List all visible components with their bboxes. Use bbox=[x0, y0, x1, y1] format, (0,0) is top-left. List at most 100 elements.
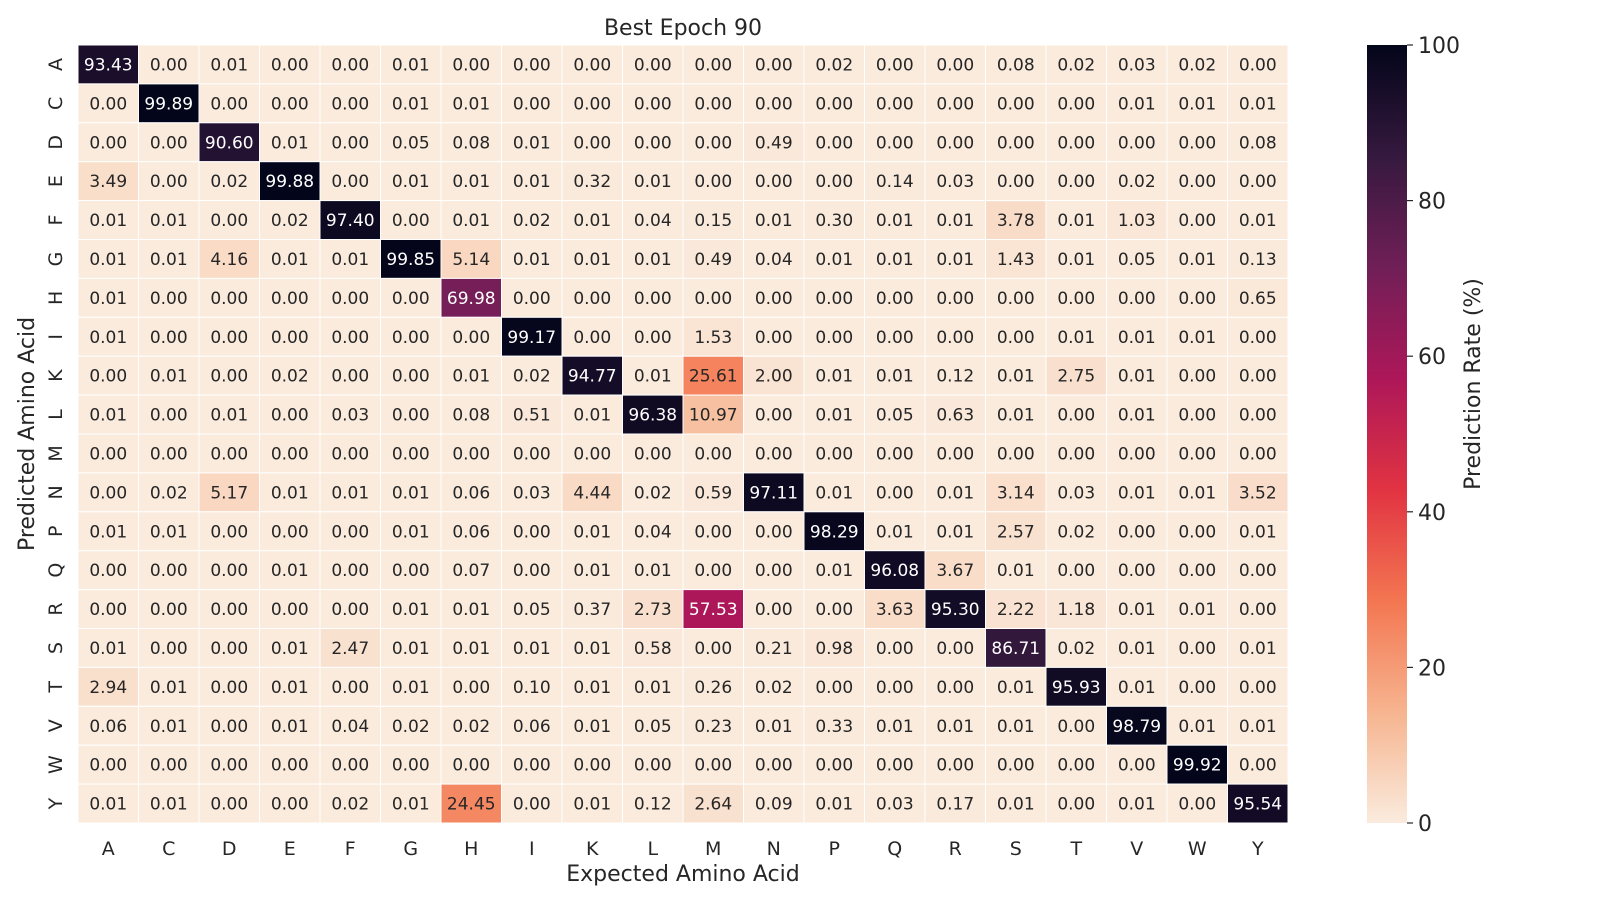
heatmap-cell bbox=[985, 316, 1047, 357]
heatmap-cell bbox=[319, 589, 381, 629]
cell-value-label: 0.00 bbox=[210, 678, 248, 698]
cell-value-label: 10.97 bbox=[689, 406, 738, 426]
heatmap-cell bbox=[743, 705, 805, 746]
cell-value-label: 0.01 bbox=[1239, 639, 1277, 659]
heatmap-cell bbox=[622, 161, 684, 202]
heatmap-cell bbox=[864, 44, 926, 85]
cell-value-label: 0.01 bbox=[573, 406, 611, 426]
cell-value-label: 98.29 bbox=[810, 522, 859, 542]
heatmap-cell bbox=[380, 316, 442, 357]
cell-value-label: 3.63 bbox=[876, 600, 914, 620]
heatmap-cell bbox=[924, 666, 986, 707]
heatmap-cell bbox=[1227, 239, 1289, 279]
cell-value-label: 0.01 bbox=[876, 367, 914, 387]
heatmap-cells: 93.43 0.00 0.01 0.00 0.00 0.01 0.00 0.00 0.00 0.0… bbox=[77, 44, 1289, 824]
heatmap-cell bbox=[864, 277, 926, 318]
cell-value-label: 0.00 bbox=[513, 94, 551, 114]
cell-value-label: 0.01 bbox=[392, 522, 430, 542]
cell-value-label: 0.00 bbox=[573, 756, 611, 776]
cell-value-label: 0.01 bbox=[452, 367, 490, 387]
colorbar-label: Prediction Rate (%) bbox=[1461, 278, 1486, 490]
heatmap-cell bbox=[803, 161, 865, 202]
cell-value-label: 0.01 bbox=[634, 561, 672, 581]
cell-value-label: 0.01 bbox=[815, 367, 853, 387]
cell-value-label: 0.00 bbox=[271, 522, 309, 542]
cell-value-label: 0.00 bbox=[1178, 795, 1216, 815]
cell-value-label: 0.01 bbox=[150, 717, 188, 737]
heatmap-cell bbox=[501, 589, 563, 629]
cell-value-label: 0.00 bbox=[876, 483, 914, 503]
cell-value-label: 0.00 bbox=[755, 55, 793, 75]
cell-value-label: 0.03 bbox=[331, 406, 369, 426]
cell-value-label: 0.01 bbox=[89, 406, 127, 426]
cell-value-label: 0.00 bbox=[1178, 406, 1216, 426]
cell-value-label: 0.01 bbox=[876, 211, 914, 231]
cell-value-label: 0.02 bbox=[452, 717, 490, 737]
heatmap-cell bbox=[501, 161, 563, 202]
cell-value-label: 0.00 bbox=[634, 444, 672, 464]
heatmap-cell bbox=[743, 472, 805, 513]
cell-value-label: 0.00 bbox=[1239, 756, 1277, 776]
cell-value-label: 0.00 bbox=[755, 561, 793, 581]
cell-value-label: 95.30 bbox=[931, 600, 980, 620]
cell-value-label: 0.00 bbox=[513, 289, 551, 309]
heatmap-cell bbox=[864, 161, 926, 202]
cell-value-label: 2.75 bbox=[1057, 367, 1095, 387]
cell-value-label: 69.98 bbox=[447, 289, 496, 309]
heatmap-cell bbox=[1166, 83, 1228, 124]
cell-value-label: 0.01 bbox=[150, 211, 188, 231]
cell-value-label: 0.00 bbox=[210, 717, 248, 737]
heatmap-cell bbox=[501, 433, 563, 474]
cell-value-label: 0.00 bbox=[271, 756, 309, 776]
heatmap-cell bbox=[561, 83, 623, 124]
cell-value-label: 0.00 bbox=[271, 600, 309, 620]
cell-value-label: 0.02 bbox=[1178, 55, 1216, 75]
cell-value-label: 0.03 bbox=[1057, 483, 1095, 503]
heatmap-cell bbox=[440, 394, 502, 435]
heatmap-cell bbox=[440, 239, 502, 279]
heatmap-cell bbox=[319, 122, 381, 163]
heatmap-cell bbox=[380, 433, 442, 474]
heatmap-cell bbox=[198, 122, 260, 163]
x-tick-label: G bbox=[403, 838, 418, 860]
cell-value-label: 0.01 bbox=[210, 55, 248, 75]
cell-value-label: 0.01 bbox=[271, 561, 309, 581]
heatmap-cell bbox=[924, 705, 986, 746]
heatmap-cell bbox=[501, 394, 563, 435]
heatmap-cell bbox=[138, 433, 200, 474]
cell-value-label: 0.00 bbox=[755, 406, 793, 426]
heatmap-cell bbox=[440, 472, 502, 513]
cell-value-label: 0.00 bbox=[210, 444, 248, 464]
heatmap-cell bbox=[1106, 433, 1168, 474]
cell-value-label: 1.53 bbox=[694, 328, 732, 348]
cell-value-label: 0.00 bbox=[150, 55, 188, 75]
heatmap-cell bbox=[1045, 200, 1107, 241]
heatmap-cell bbox=[380, 550, 442, 591]
cell-value-label: 0.02 bbox=[755, 678, 793, 698]
cell-value-label: 0.01 bbox=[452, 94, 490, 114]
cell-value-label: 0.00 bbox=[271, 795, 309, 815]
cell-value-label: 0.00 bbox=[997, 94, 1035, 114]
cell-value-label: 0.00 bbox=[876, 55, 914, 75]
cell-value-label: 0.00 bbox=[1118, 444, 1156, 464]
cell-value-label: 0.01 bbox=[452, 172, 490, 192]
cell-value-label: 0.00 bbox=[1178, 561, 1216, 581]
heatmap-cell bbox=[1106, 161, 1168, 202]
cell-value-label: 0.00 bbox=[1118, 756, 1156, 776]
heatmap-cell bbox=[77, 277, 139, 318]
cell-value-label: 0.01 bbox=[392, 795, 430, 815]
heatmap-cell bbox=[198, 83, 260, 124]
cell-value-label: 0.01 bbox=[452, 600, 490, 620]
cell-value-label: 0.01 bbox=[997, 561, 1035, 581]
cell-value-label: 0.01 bbox=[936, 522, 974, 542]
heatmap-cell bbox=[803, 239, 865, 279]
colorbar-tick-label: 20 bbox=[1418, 656, 1446, 681]
y-tick-label: K bbox=[45, 369, 67, 382]
heatmap-cell bbox=[682, 705, 744, 746]
cell-value-label: 0.08 bbox=[1239, 133, 1277, 153]
heatmap-cell bbox=[985, 433, 1047, 474]
heatmap-cell bbox=[622, 122, 684, 163]
cell-value-label: 0.00 bbox=[936, 133, 974, 153]
cell-value-label: 0.01 bbox=[271, 250, 309, 270]
heatmap-cell bbox=[138, 472, 200, 513]
